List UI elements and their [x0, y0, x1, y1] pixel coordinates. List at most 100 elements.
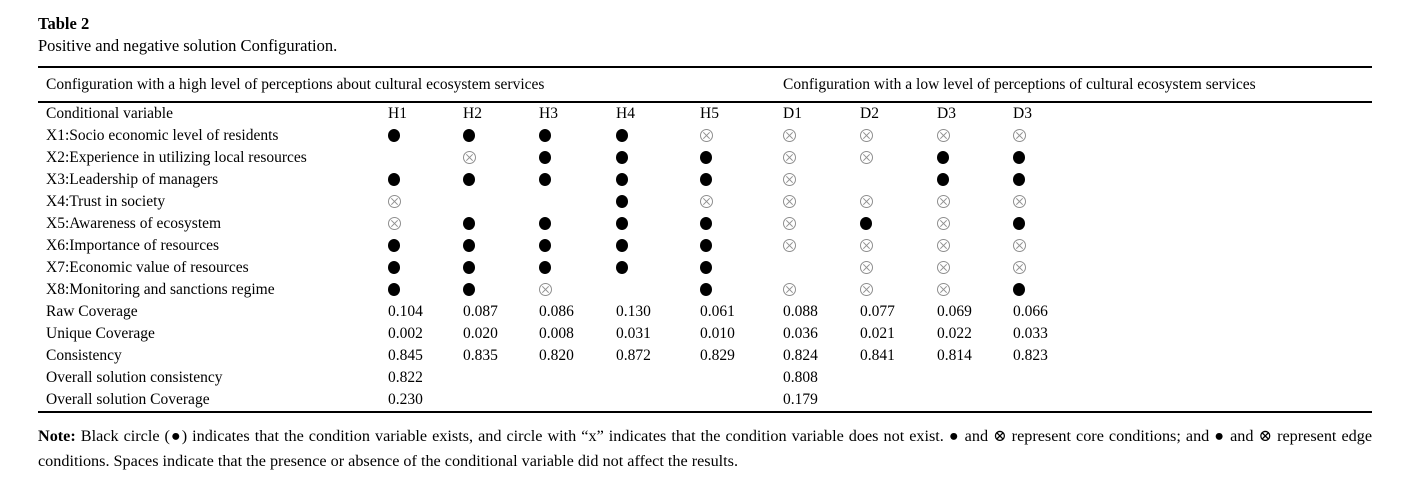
row-label: Overall solution Coverage	[46, 391, 210, 408]
table-cell	[937, 235, 1013, 257]
table-cell	[539, 367, 616, 389]
table-cell: 0.835	[463, 347, 498, 364]
config-table: Configuration with a high level of perce…	[38, 66, 1373, 413]
row-label: X8:Monitoring and sanctions regime	[46, 281, 275, 298]
crossed-circle-icon	[700, 194, 713, 208]
filled-circle-icon	[700, 260, 712, 274]
table-cell	[860, 213, 937, 235]
table-cell	[700, 213, 783, 235]
row-label: Unique Coverage	[46, 325, 155, 342]
table-cell	[616, 147, 700, 169]
crossed-circle-icon	[937, 238, 951, 252]
filled-circle-icon	[388, 238, 400, 252]
table-cell	[388, 235, 463, 257]
filled-circle-icon	[616, 172, 628, 186]
row-label: Consistency	[46, 347, 122, 364]
table-cell: 0.104	[388, 303, 423, 320]
filled-circle-icon	[616, 128, 628, 142]
crossed-circle-icon	[1013, 260, 1027, 274]
crossed-circle-icon	[937, 282, 951, 296]
table-cell	[616, 279, 700, 301]
table-cell	[616, 389, 700, 412]
table-cell	[388, 191, 463, 213]
crossed-circle-icon	[539, 282, 552, 296]
table-cell	[1013, 169, 1089, 191]
table-cell: 0.829	[700, 347, 735, 364]
table-cell: 0.130	[616, 303, 651, 320]
filled-circle-icon	[1013, 150, 1026, 164]
filler-cell	[1089, 279, 1372, 301]
filled-circle-icon	[616, 150, 628, 164]
table-row: Overall solution consistency 0.822 0.808	[38, 367, 1372, 389]
crossed-circle-icon	[860, 282, 874, 296]
filled-circle-icon	[616, 238, 628, 252]
row-label: X6:Importance of resources	[46, 237, 220, 254]
table-cell	[463, 191, 539, 213]
table-cell	[700, 147, 783, 169]
table-cell	[463, 389, 539, 412]
table-cell	[1013, 191, 1089, 213]
page: Table 2 Positive and negative solution C…	[0, 0, 1411, 474]
filler-cell	[1089, 102, 1372, 125]
table-cell	[860, 125, 937, 147]
crossed-circle-icon	[388, 194, 401, 208]
crossed-circle-icon	[860, 238, 874, 252]
table-cell	[616, 125, 700, 147]
crossed-circle-icon	[783, 238, 797, 252]
table-cell	[783, 191, 860, 213]
crossed-circle-icon	[700, 128, 713, 142]
filled-circle-icon	[388, 172, 400, 186]
column-header: D3	[1013, 105, 1032, 122]
table-cell	[700, 235, 783, 257]
table-cell	[388, 169, 463, 191]
filled-circle-icon	[388, 282, 400, 296]
filler-cell	[1089, 169, 1372, 191]
table-cell	[860, 235, 937, 257]
filler-cell	[1089, 389, 1372, 412]
filler-cell	[1089, 323, 1372, 345]
table-cell	[860, 279, 937, 301]
table-cell	[783, 257, 860, 279]
table-cell	[388, 279, 463, 301]
table-row: X1:Socio economic level of residents	[38, 125, 1372, 147]
crossed-circle-icon	[1013, 194, 1027, 208]
filled-circle-icon	[1013, 172, 1026, 186]
table-cell	[463, 147, 539, 169]
table-cell: 0.824	[783, 347, 818, 364]
filled-circle-icon	[388, 128, 400, 142]
crossed-circle-icon	[783, 150, 797, 164]
table-cell: 0.066	[1013, 303, 1048, 320]
table-row: X5:Awareness of ecosystem	[38, 213, 1372, 235]
table-note: Note: Black circle (●) indicates that th…	[38, 424, 1372, 474]
crossed-circle-icon	[1013, 238, 1027, 252]
table-row: X7:Economic value of resources	[38, 257, 1372, 279]
row-label: X7:Economic value of resources	[46, 259, 249, 276]
table-cell	[937, 169, 1013, 191]
filled-circle-icon	[463, 282, 475, 296]
table-cell: 0.061	[700, 303, 735, 320]
table-cell	[463, 257, 539, 279]
group-header-row: Configuration with a high level of perce…	[38, 67, 1373, 103]
filled-circle-icon	[937, 172, 950, 186]
table-cell: 0.845	[388, 347, 423, 364]
table-cell	[539, 389, 616, 412]
crossed-circle-icon	[783, 216, 797, 230]
table-cell	[463, 367, 539, 389]
table-cell	[539, 191, 616, 213]
table-cell	[539, 147, 616, 169]
row-label: X2:Experience in utilizing local resourc…	[46, 149, 307, 166]
filled-circle-icon	[700, 282, 712, 296]
table-cell	[700, 367, 783, 389]
filled-circle-icon	[616, 194, 628, 208]
table-cell	[700, 191, 783, 213]
table-cell	[700, 279, 783, 301]
filled-circle-icon	[539, 150, 551, 164]
table-cell	[860, 389, 937, 412]
filled-circle-icon	[539, 238, 551, 252]
row-label: X4:Trust in society	[46, 193, 166, 210]
filled-circle-icon	[539, 216, 551, 230]
row-label: X1:Socio economic level of residents	[46, 127, 279, 144]
table-cell	[937, 367, 1013, 389]
table-cell	[539, 169, 616, 191]
table-cell: 0.031	[616, 325, 651, 342]
